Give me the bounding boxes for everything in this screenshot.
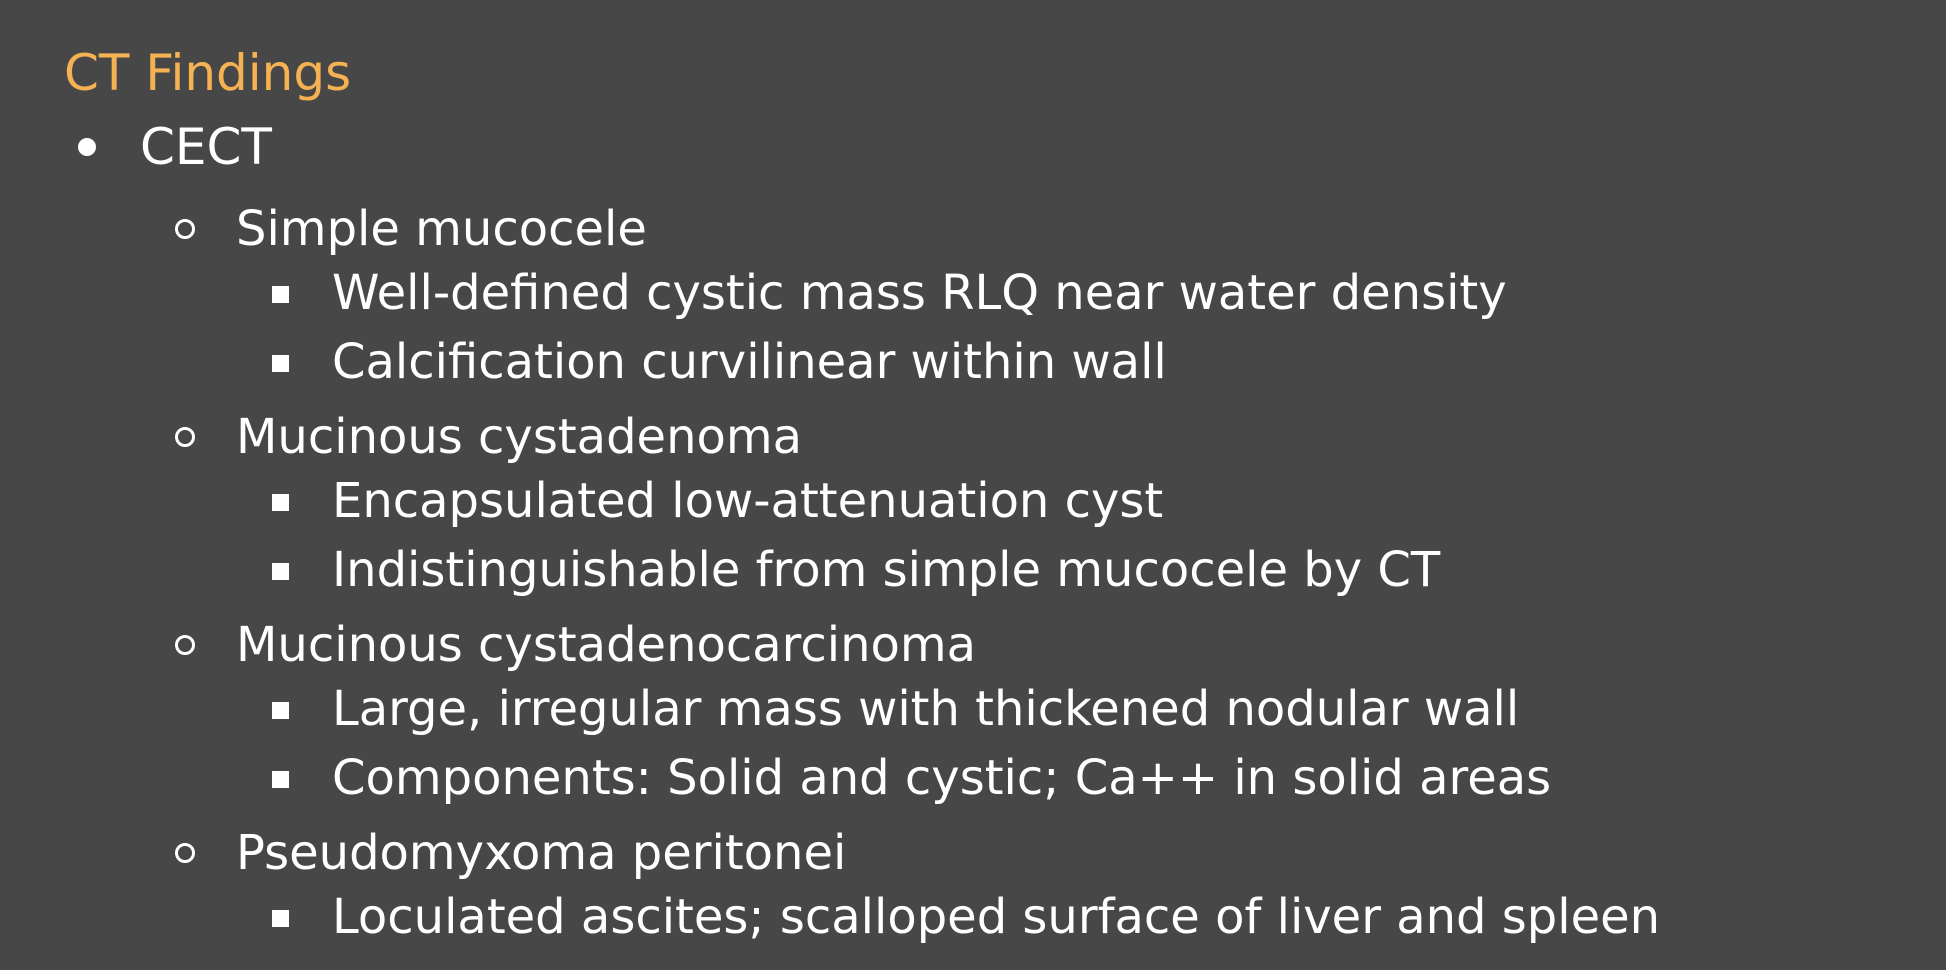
bullet-item-loculated-ascites: Loculated ascites; scalloped surface of … (332, 889, 1661, 945)
bullet-square-icon (272, 286, 289, 303)
bullet-item-indistinguishable: Indistinguishable from simple mucocele b… (332, 542, 1441, 598)
bullet-square-icon (272, 910, 289, 927)
bullet-item-components: Components: Solid and cystic; Ca++ in so… (332, 750, 1552, 806)
bullet-item-simple-mucocele: Simple mucocele (236, 201, 647, 257)
bullet-square-icon (272, 355, 289, 372)
bullet-item-mucinous-cystadenocarcinoma: Mucinous cystadenocarcinoma (236, 617, 977, 673)
bullet-item-mucinous-cystadenoma: Mucinous cystadenoma (236, 409, 803, 465)
bullet-item-pseudomyxoma-peritonei: Pseudomyxoma peritonei (236, 825, 847, 881)
bullet-item-large-irregular-mass: Large, irregular mass with thickened nod… (332, 681, 1520, 737)
bullet-item-calcification: Calcification curvilinear within wall (332, 334, 1167, 390)
bullet-circle-icon (175, 427, 195, 447)
slide-title: CT Findings (64, 44, 352, 102)
bullet-circle-icon (175, 843, 195, 863)
bullet-item-encapsulated: Encapsulated low-attenuation cyst (332, 473, 1164, 529)
bullet-circle-icon (175, 635, 195, 655)
bullet-disc-icon (78, 138, 96, 156)
bullet-item-well-defined: Well-defined cystic mass RLQ near water … (332, 265, 1507, 321)
bullet-item-cect: CECT (140, 118, 272, 176)
bullet-square-icon (272, 494, 289, 511)
bullet-square-icon (272, 771, 289, 788)
bullet-circle-icon (175, 219, 195, 239)
bullet-square-icon (272, 563, 289, 580)
bullet-square-icon (272, 702, 289, 719)
